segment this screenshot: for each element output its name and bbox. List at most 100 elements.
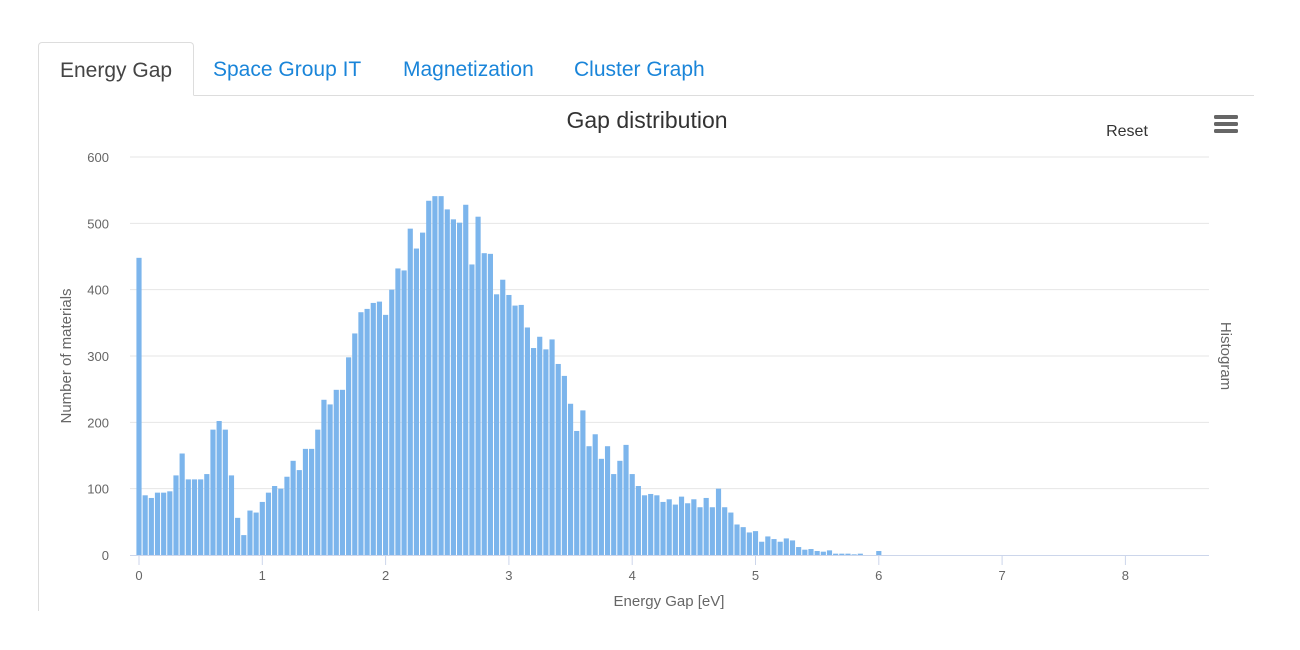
histogram-bar[interactable] xyxy=(278,488,284,555)
histogram-bar[interactable] xyxy=(463,204,469,555)
histogram-bar[interactable] xyxy=(580,410,586,555)
histogram-bar[interactable] xyxy=(327,404,333,555)
histogram-bar[interactable] xyxy=(586,446,592,555)
histogram-bar[interactable] xyxy=(241,535,247,555)
histogram-bar[interactable] xyxy=(543,349,549,555)
histogram-bar[interactable] xyxy=(765,536,771,555)
histogram-bar[interactable] xyxy=(709,507,715,555)
histogram-bar[interactable] xyxy=(475,216,481,555)
histogram-bar[interactable] xyxy=(857,553,863,555)
histogram-bar[interactable] xyxy=(383,314,389,555)
histogram-bar[interactable] xyxy=(296,470,302,555)
histogram-bar[interactable] xyxy=(722,507,728,555)
histogram-bar[interactable] xyxy=(783,538,789,555)
histogram-bar[interactable] xyxy=(457,222,463,556)
histogram-bar[interactable] xyxy=(845,553,851,555)
histogram-bar[interactable] xyxy=(635,486,641,555)
histogram-bar[interactable] xyxy=(789,540,796,555)
histogram-bar[interactable] xyxy=(167,491,173,555)
histogram-bar[interactable] xyxy=(672,504,678,555)
histogram-bar[interactable] xyxy=(333,389,339,555)
histogram-bar[interactable] xyxy=(537,336,543,555)
histogram-bar[interactable] xyxy=(284,476,290,555)
histogram-bar[interactable] xyxy=(691,499,697,555)
histogram-bar[interactable] xyxy=(216,421,222,555)
histogram-bar[interactable] xyxy=(364,308,370,555)
histogram-bar[interactable] xyxy=(654,495,660,555)
hamburger-menu-icon[interactable] xyxy=(1212,110,1240,138)
histogram-bar[interactable] xyxy=(512,305,518,555)
tab-magnetization[interactable]: Magnetization xyxy=(403,58,534,81)
histogram-bar[interactable] xyxy=(179,453,185,555)
histogram-bar[interactable] xyxy=(376,301,383,555)
histogram-bar[interactable] xyxy=(611,474,617,555)
histogram-bar[interactable] xyxy=(678,496,685,555)
histogram-bar[interactable] xyxy=(802,549,808,555)
histogram-bar[interactable] xyxy=(629,474,635,555)
histogram-bar[interactable] xyxy=(530,348,537,555)
histogram-bar[interactable] xyxy=(839,553,845,555)
histogram-bar[interactable] xyxy=(204,474,210,555)
histogram-bar[interactable] xyxy=(370,302,376,555)
histogram-bar[interactable] xyxy=(666,499,672,555)
histogram-bar[interactable] xyxy=(820,551,826,555)
histogram-bar[interactable] xyxy=(641,495,648,555)
histogram-bar[interactable] xyxy=(555,363,561,555)
histogram-bar[interactable] xyxy=(469,264,475,555)
histogram-bar[interactable] xyxy=(481,253,487,555)
histogram-bar[interactable] xyxy=(796,547,802,555)
histogram-bar[interactable] xyxy=(321,399,327,555)
histogram-bar[interactable] xyxy=(561,375,567,555)
histogram-bar[interactable] xyxy=(833,553,839,555)
histogram-bar[interactable] xyxy=(808,549,814,555)
histogram-bar[interactable] xyxy=(154,492,161,555)
histogram-bar[interactable] xyxy=(715,488,722,555)
histogram-bar[interactable] xyxy=(617,460,623,555)
histogram-bar[interactable] xyxy=(302,448,309,555)
histogram-bar[interactable] xyxy=(487,253,493,555)
histogram-bar[interactable] xyxy=(247,510,253,555)
histogram-bar[interactable] xyxy=(777,541,783,555)
histogram-bar[interactable] xyxy=(309,448,315,555)
histogram-bar[interactable] xyxy=(389,289,395,555)
histogram-bar[interactable] xyxy=(746,532,752,555)
tab-energy-gap[interactable]: Energy Gap xyxy=(38,42,195,96)
histogram-bar[interactable] xyxy=(352,333,358,555)
histogram-bar[interactable] xyxy=(185,479,191,555)
histogram-bar[interactable] xyxy=(734,524,740,555)
histogram-bar[interactable] xyxy=(259,501,265,555)
histogram-bar[interactable] xyxy=(549,339,555,555)
histogram-bar[interactable] xyxy=(438,196,444,555)
histogram-bar[interactable] xyxy=(420,232,426,555)
histogram-bar[interactable] xyxy=(401,270,407,555)
histogram-bar[interactable] xyxy=(253,512,259,555)
histogram-bar[interactable] xyxy=(290,460,296,555)
histogram-bar[interactable] xyxy=(173,475,179,555)
histogram-bar[interactable] xyxy=(648,493,654,555)
histogram-bar[interactable] xyxy=(191,479,198,555)
histogram-bar[interactable] xyxy=(623,444,629,555)
histogram-bar[interactable] xyxy=(235,517,241,555)
histogram-bar[interactable] xyxy=(161,492,167,555)
histogram-bar[interactable] xyxy=(660,501,666,555)
histogram-bar[interactable] xyxy=(771,539,777,555)
histogram-bar[interactable] xyxy=(759,541,765,555)
histogram-bar[interactable] xyxy=(703,497,709,555)
histogram-bar[interactable] xyxy=(697,507,703,555)
histogram-bar[interactable] xyxy=(265,492,272,555)
histogram-bar[interactable] xyxy=(315,429,321,555)
histogram-bar[interactable] xyxy=(826,550,833,555)
histogram-bar[interactable] xyxy=(407,228,413,555)
histogram-bar[interactable] xyxy=(851,554,857,555)
histogram-bar[interactable] xyxy=(426,200,432,555)
tab-cluster-graph[interactable]: Cluster Graph xyxy=(574,58,705,81)
histogram-bar[interactable] xyxy=(272,486,278,555)
histogram-bar[interactable] xyxy=(740,527,746,555)
histogram-bar[interactable] xyxy=(136,257,142,555)
histogram-bar[interactable] xyxy=(518,304,524,555)
histogram-bar[interactable] xyxy=(228,475,235,555)
histogram-bar[interactable] xyxy=(432,196,438,555)
histogram-bar[interactable] xyxy=(222,429,228,555)
histogram-bar[interactable] xyxy=(142,495,148,555)
histogram-bar[interactable] xyxy=(814,551,820,555)
